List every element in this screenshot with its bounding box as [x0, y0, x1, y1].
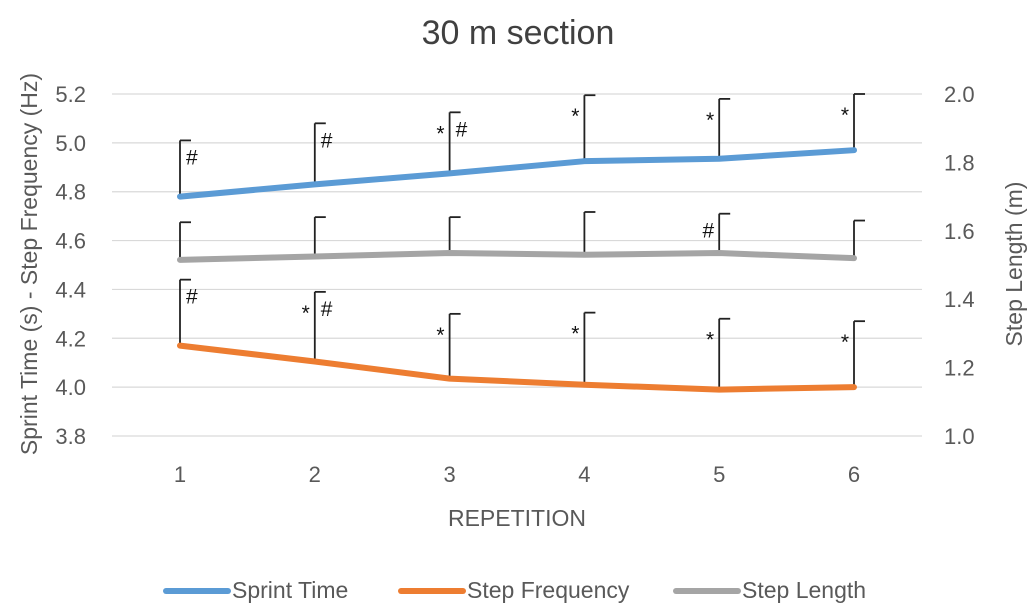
asterisk-marker: *	[436, 324, 444, 347]
x-tick-label: 3	[443, 462, 455, 487]
step-length-line	[177, 250, 857, 263]
y2-axis-title: Step Length (m)	[1001, 182, 1027, 347]
x-tick-label: 6	[848, 462, 860, 487]
y-tick-label: 4.4	[55, 277, 86, 302]
x-axis-title: REPETITION	[448, 505, 586, 531]
chart-title: 30 m section	[422, 14, 615, 52]
y-tick-label: 5.0	[55, 131, 86, 156]
left-axis-tick-labels: 3.8 4.0 4.2 4.4 4.6 4.8 5.0 5.2	[55, 82, 86, 449]
hash-marker: #	[703, 220, 715, 243]
y2-tick-label: 1.2	[944, 356, 975, 381]
asterisk-marker: *	[302, 302, 310, 325]
x-tick-label: 2	[309, 462, 321, 487]
asterisk-marker: *	[571, 105, 579, 128]
asterisk-marker: *	[841, 331, 849, 354]
y-tick-label: 4.8	[55, 180, 86, 205]
y2-tick-label: 1.4	[944, 287, 975, 312]
hash-marker: #	[321, 129, 333, 152]
y2-tick-label: 2.0	[944, 82, 975, 107]
asterisk-marker: *	[706, 109, 714, 132]
y2-tick-label: 1.0	[944, 424, 975, 449]
legend: Sprint Time Step Frequency Step Length	[163, 577, 866, 603]
series-lines	[177, 147, 857, 393]
y2-tick-label: 1.6	[944, 219, 975, 244]
x-tick-label: 1	[174, 462, 186, 487]
asterisk-marker: *	[841, 104, 849, 127]
x-tick-label: 5	[713, 462, 725, 487]
x-axis-tick-labels: 1 2 3 4 5 6	[174, 462, 860, 487]
asterisk-marker: *	[571, 323, 579, 346]
legend-label-step-frequency: Step Frequency	[467, 577, 630, 603]
hash-marker: #	[186, 146, 198, 169]
x-tick-label: 4	[578, 462, 590, 487]
y-tick-label: 4.0	[55, 375, 86, 400]
right-axis-tick-labels: 1.0 1.2 1.4 1.6 1.8 2.0	[944, 82, 975, 449]
legend-label-step-length: Step Length	[742, 577, 866, 603]
asterisk-marker: *	[436, 122, 444, 145]
gridlines	[112, 93, 922, 437]
y-tick-label: 5.2	[55, 82, 86, 107]
error-bars	[179, 93, 865, 390]
y-tick-label: 4.6	[55, 229, 86, 254]
significance-markers: # # * # * * * # * # * * * * #	[186, 104, 849, 354]
step-frequency-line	[177, 342, 857, 393]
y-tick-label: 4.2	[55, 326, 86, 351]
hash-marker: #	[186, 286, 198, 309]
legend-label-sprint-time: Sprint Time	[232, 577, 348, 603]
asterisk-marker: *	[706, 329, 714, 352]
y-axis-title: Sprint Time (s) - Step Frequency (Hz)	[16, 73, 42, 455]
sprint-time-line	[177, 147, 857, 200]
y2-tick-label: 1.8	[944, 150, 975, 175]
hash-marker: #	[321, 298, 333, 321]
hash-marker: #	[456, 118, 468, 141]
y-tick-label: 3.8	[55, 424, 86, 449]
